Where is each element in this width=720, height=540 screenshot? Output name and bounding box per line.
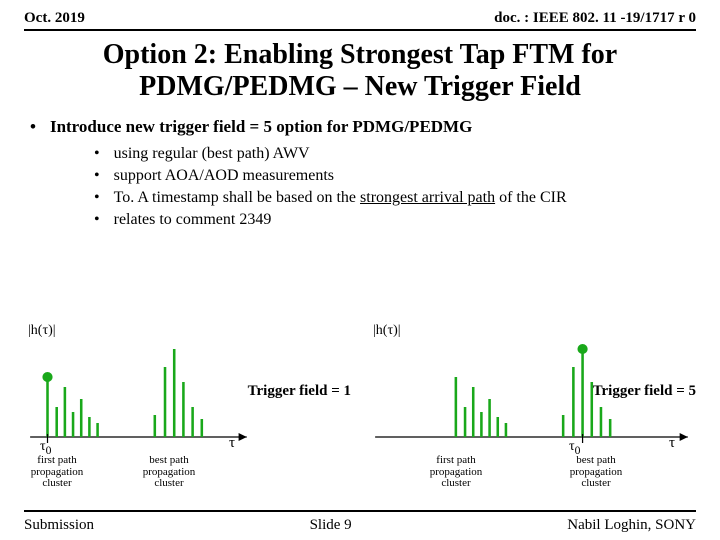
text-under: strongest arrival path <box>360 189 495 206</box>
lvl2-text: To. A timestamp shall be based on the st… <box>114 189 567 207</box>
header-doc: doc. : IEEE 802. 11 -19/1717 r 0 <box>494 10 696 27</box>
tau-axis-label: τ <box>669 435 675 452</box>
text-post: of the CIR <box>495 189 567 206</box>
footer: Submission Slide 9 Nabil Loghin, SONY <box>0 517 720 534</box>
lvl2-text: using regular (best path) AWV <box>114 145 310 163</box>
lvl2-text: support AOA/AOD measurements <box>114 167 334 185</box>
footer-rule <box>24 510 696 512</box>
footer-right: Nabil Loghin, SONY <box>567 517 696 534</box>
bullet-lvl2: • To. A timestamp shall be based on the … <box>24 189 696 207</box>
bullet-dot: • <box>94 167 100 185</box>
tau-axis-label: τ <box>229 435 235 452</box>
chart-svg-right <box>369 337 696 447</box>
diagrams-row: |h(τ)| Trigger field = 1 τ0 τ first path… <box>24 323 696 483</box>
bullet-lvl1: • Introduce new trigger field = 5 option… <box>24 117 696 137</box>
first-cluster-label: first pathpropagation cluster <box>16 455 98 490</box>
bullet-dot: • <box>94 189 100 207</box>
footer-left: Submission <box>24 517 94 534</box>
bullet-dot: • <box>94 211 100 229</box>
diagram-left: |h(τ)| Trigger field = 1 τ0 τ first path… <box>24 323 351 483</box>
diagram-right: |h(τ)| Trigger field = 5 τ0 τ first path… <box>369 323 696 483</box>
bullet-lvl2: • relates to comment 2349 <box>24 211 696 229</box>
first-cluster-label: first pathpropagation cluster <box>415 455 497 490</box>
lvl2-text: relates to comment 2349 <box>114 211 272 229</box>
bullet-lvl2: • support AOA/AOD measurements <box>24 167 696 185</box>
page-title: Option 2: Enabling Strongest Tap FTM for… <box>0 31 720 117</box>
best-cluster-label: best pathpropagation cluster <box>555 455 637 490</box>
text-pre: To. A timestamp shall be based on the <box>114 189 360 206</box>
bullet-lvl2: • using regular (best path) AWV <box>24 145 696 163</box>
lvl1-text: Introduce new trigger field = 5 option f… <box>50 117 472 137</box>
best-cluster-label: best pathpropagation cluster <box>128 455 210 490</box>
bullet-dot: • <box>30 117 36 137</box>
footer-center: Slide 9 <box>310 517 352 534</box>
header-date: Oct. 2019 <box>24 10 85 27</box>
bullet-dot: • <box>94 145 100 163</box>
body: • Introduce new trigger field = 5 option… <box>0 117 720 229</box>
chart-svg-left <box>24 337 351 447</box>
